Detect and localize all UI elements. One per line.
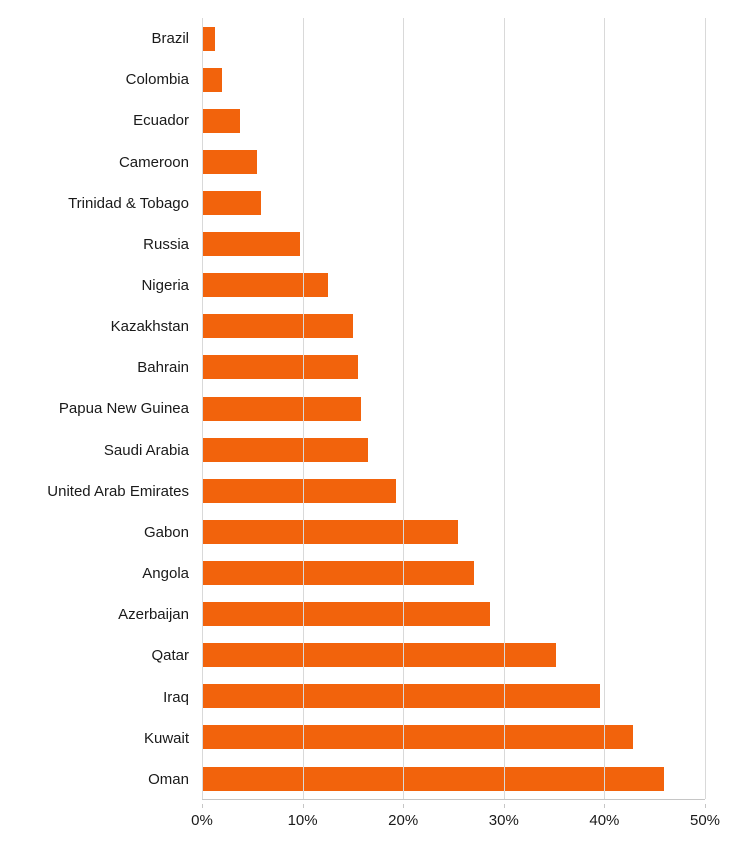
category-label: Angola <box>142 565 189 583</box>
bar-row <box>202 100 705 141</box>
category-label: Trinidad & Tobago <box>68 194 189 212</box>
bar-row <box>202 717 705 758</box>
plot-area <box>202 18 706 800</box>
x-axis-tick-label: 20% <box>388 812 419 829</box>
bar <box>202 519 458 544</box>
bar <box>202 190 262 215</box>
bars-layer <box>202 18 705 799</box>
bar-row <box>202 388 705 429</box>
bar-row <box>202 182 705 223</box>
bar-row <box>202 59 705 100</box>
bar-row <box>202 347 705 388</box>
category-label: Qatar <box>151 647 189 665</box>
tick-mark <box>403 804 405 808</box>
category-label: Ecuador <box>133 112 189 130</box>
gridline <box>705 18 706 799</box>
category-label: Nigeria <box>141 277 189 295</box>
bar <box>202 437 368 462</box>
category-label: Gabon <box>143 523 189 541</box>
gridline <box>403 18 405 799</box>
category-label: Papua New Guinea <box>58 400 189 418</box>
bar <box>202 643 557 668</box>
bar <box>202 478 397 503</box>
bar-row <box>202 511 705 552</box>
bar <box>202 396 361 421</box>
bar-row <box>202 306 705 347</box>
bar-row <box>202 470 705 511</box>
bar-row <box>202 635 705 676</box>
category-label: Cameroon <box>118 153 189 171</box>
bar <box>202 149 258 174</box>
bar <box>202 67 223 92</box>
bar <box>202 560 474 585</box>
category-label: Colombia <box>125 71 189 89</box>
x-axis: 0% 10% 20% 30% 40% 50% <box>191 804 720 834</box>
category-axis: Brazil Colombia Ecuador Cameroon Trinidad & … <box>0 18 202 800</box>
x-axis-tick-label: 10% <box>287 812 318 829</box>
category-label: Saudi Arabia <box>103 441 189 459</box>
bar-row <box>202 429 705 470</box>
bar <box>202 602 490 627</box>
bar <box>202 766 664 791</box>
bar <box>202 355 358 380</box>
tick-mark <box>503 804 505 808</box>
category-label: Kuwait <box>143 729 189 747</box>
category-label: Bahrain <box>137 359 189 377</box>
category-label: Iraq <box>163 688 189 706</box>
bar-row <box>202 265 705 306</box>
plot-main: Brazil Colombia Ecuador Cameroon Trinidad & … <box>0 18 706 800</box>
gridline <box>503 18 505 799</box>
bar-row <box>202 594 705 635</box>
category-label: Kazakhstan <box>110 318 189 336</box>
x-axis-tick-label: 0% <box>191 812 213 829</box>
bar <box>202 232 300 257</box>
x-axis-tick-label: 50% <box>689 812 721 829</box>
gridline <box>202 18 203 799</box>
category-label: United Arab Emirates <box>47 482 189 500</box>
tick-mark <box>302 804 304 808</box>
category-label: Brazil <box>151 30 189 48</box>
gridline <box>302 18 304 799</box>
gridline <box>604 18 606 799</box>
category-label: Azerbaijan <box>118 606 189 624</box>
bar <box>202 26 216 51</box>
tick-mark <box>705 804 706 808</box>
tick-mark <box>604 804 606 808</box>
bar-row <box>202 676 705 717</box>
x-axis-tick-label: 40% <box>589 812 620 829</box>
bar <box>202 108 241 133</box>
bar-row <box>202 552 705 593</box>
bar-row <box>202 758 705 799</box>
bar-row <box>202 141 705 182</box>
category-label: Oman <box>148 770 189 788</box>
bar <box>202 273 328 298</box>
bar-row <box>202 224 705 265</box>
bar <box>202 725 633 750</box>
category-label: Russia <box>143 235 189 253</box>
tick-mark <box>202 804 203 808</box>
x-axis-tick-label: 30% <box>488 812 519 829</box>
bar-row <box>202 18 705 59</box>
bar <box>202 684 601 709</box>
bar <box>202 314 353 339</box>
